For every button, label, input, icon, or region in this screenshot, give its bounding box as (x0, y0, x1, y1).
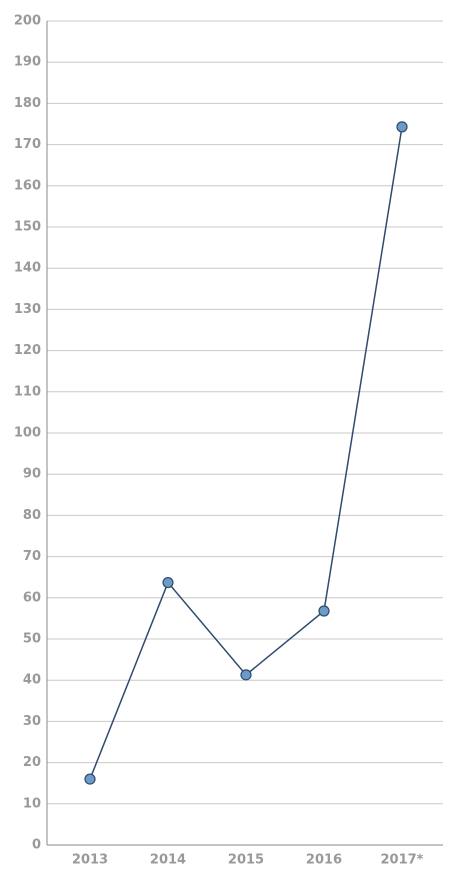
x-tick-label: 2016 (306, 853, 342, 868)
y-tick-label: 160 (14, 178, 41, 193)
y-tick-label: 90 (23, 467, 41, 482)
marker (318, 605, 330, 617)
y-tick-label: 40 (23, 673, 41, 688)
line (89, 126, 403, 780)
x-tick-label: 2014 (150, 853, 186, 868)
y-tick-label: 170 (14, 137, 41, 152)
y-tick-label: 120 (14, 343, 41, 358)
x-tick-label: 2015 (228, 853, 264, 868)
y-tick-label: 60 (23, 590, 41, 605)
y-tick-label: 70 (23, 549, 41, 564)
y-tick-label: 190 (14, 55, 41, 70)
y-tick-label: 130 (14, 302, 41, 317)
y-tick-label: 80 (23, 508, 41, 523)
y-tick-label: 10 (23, 796, 41, 811)
y-tick-label: 200 (14, 14, 41, 29)
y-tick-label: 110 (14, 384, 41, 399)
y-tick-label: 30 (23, 714, 41, 729)
marker (84, 773, 96, 785)
marker (240, 669, 252, 681)
x-tick-label: 2017* (381, 853, 424, 868)
x-tick-label: 2013 (72, 853, 108, 868)
marker (162, 576, 174, 589)
y-tick-label: 0 (32, 838, 41, 853)
y-tick-label: 140 (14, 261, 41, 276)
y-tick-label: 180 (14, 96, 41, 111)
y-tick-label: 20 (23, 755, 41, 770)
y-tick-label: 50 (23, 632, 41, 647)
marker (396, 121, 408, 133)
y-tick-label: 150 (14, 220, 41, 235)
y-tick-label: 100 (14, 426, 41, 441)
